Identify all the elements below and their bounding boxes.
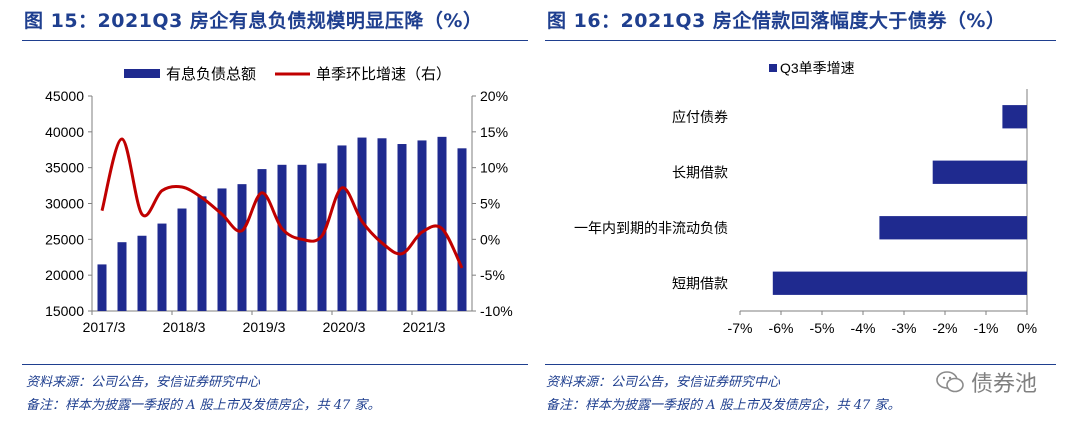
figure-15-title: 图 15：2021Q3 房企有息负债规模明显压降（%） [24, 10, 483, 32]
bar [237, 184, 247, 311]
legend-bar-swatch [124, 69, 160, 78]
left-tick-label: 20000 [45, 267, 84, 283]
figure-16-source: 资料来源：公司公告，安信证券研究中心 [546, 375, 781, 390]
figure-16-title: 图 16：2021Q3 房企借款回落幅度大于债券（%） [547, 10, 1006, 32]
right-tick-label: 10% [480, 160, 508, 176]
right-tick-label: 15% [480, 124, 508, 140]
left-tick-label: 45000 [45, 88, 84, 104]
left-tick-label: 40000 [45, 124, 84, 140]
bar [197, 196, 207, 311]
x-tick-label: 2020/3 [323, 319, 366, 335]
figure-15-panel: 图 15：2021Q3 房企有息负债规模明显压降（%） 15000 20000 25… [22, 10, 528, 413]
figure-15-note: 备注：样本为披露一季报的 A 股上市及发债房企，共 47 家。 [26, 398, 381, 413]
left-tick-label: 15000 [45, 303, 84, 319]
bar [117, 242, 127, 311]
right-tick-label: 0% [480, 231, 500, 247]
bar [417, 140, 427, 311]
value-tick-label: -2% [933, 320, 958, 336]
q3-growth-chart: -7% -6% -5% -4% -3% -2% -1% 0% 应付债券长期借款一年内到期的非流动… [574, 60, 1037, 336]
bar [437, 136, 447, 311]
interest-debt-chart: 15000 20000 25000 30000 35000 40000 45000 -10% -… [45, 66, 513, 335]
x-tick-label: 2021/3 [403, 319, 446, 335]
category-label: 短期借款 [672, 275, 728, 291]
figure-15-top-rule [22, 40, 528, 41]
wechat-icon [936, 371, 964, 393]
bar [397, 144, 407, 311]
left-tick-label: 30000 [45, 196, 84, 212]
hbar [772, 271, 1027, 295]
watermark-text: 债券池 [971, 372, 1038, 397]
category-label: 一年内到期的非流动负债 [574, 220, 728, 236]
left-tick-label: 35000 [45, 160, 84, 176]
value-tick-label: -6% [769, 320, 794, 336]
bar [217, 188, 227, 311]
figure-16-panel: 图 16：2021Q3 房企借款回落幅度大于债券（%） -7% -6% -5% -4%… [540, 0, 1080, 428]
x-tick-label: 2017/3 [83, 319, 126, 335]
bar [137, 235, 147, 311]
legend-label: Q3单季增速 [780, 60, 855, 76]
legend-swatch [769, 64, 777, 72]
legend-line-label: 单季环比增速（右） [316, 66, 451, 83]
bar [457, 148, 467, 311]
left-tick-label: 25000 [45, 231, 84, 247]
hbar [1002, 105, 1027, 129]
category-label: 长期借款 [672, 164, 728, 180]
value-tick-label: 0% [1017, 320, 1037, 336]
figure-16-note: 备注：样本为披露一季报的 A 股上市及发债房企，共 47 家。 [546, 398, 901, 413]
bar [257, 169, 267, 311]
bar [377, 138, 387, 311]
hbar [879, 216, 1027, 240]
bar [177, 208, 187, 311]
bar [337, 145, 347, 311]
right-tick-label: -5% [480, 267, 505, 283]
x-tick-label: 2019/3 [243, 319, 286, 335]
figure-16-top-rule [545, 40, 1056, 41]
bar [277, 164, 287, 311]
right-tick-label: 5% [480, 196, 500, 212]
figure-16-bottom-rule [545, 364, 1056, 365]
legend-bar-label: 有息负债总额 [166, 66, 256, 83]
category-label: 应付债券 [672, 109, 728, 125]
bar [97, 264, 107, 311]
value-tick-label: -4% [851, 320, 876, 336]
growth-line [100, 137, 464, 269]
x-tick-label: 2018/3 [163, 319, 206, 335]
right-tick-label: 20% [480, 88, 508, 104]
hbar [932, 160, 1027, 184]
value-tick-label: -7% [728, 320, 753, 336]
watermark: 债券池 [935, 366, 1037, 398]
figure-15-bottom-rule [22, 364, 528, 365]
figure-15-source: 资料来源：公司公告，安信证券研究中心 [26, 375, 261, 390]
bar [357, 137, 367, 311]
value-tick-label: -5% [810, 320, 835, 336]
right-tick-label: -10% [480, 303, 513, 319]
value-tick-label: -3% [892, 320, 917, 336]
value-tick-label: -1% [974, 320, 999, 336]
bar [157, 223, 167, 311]
